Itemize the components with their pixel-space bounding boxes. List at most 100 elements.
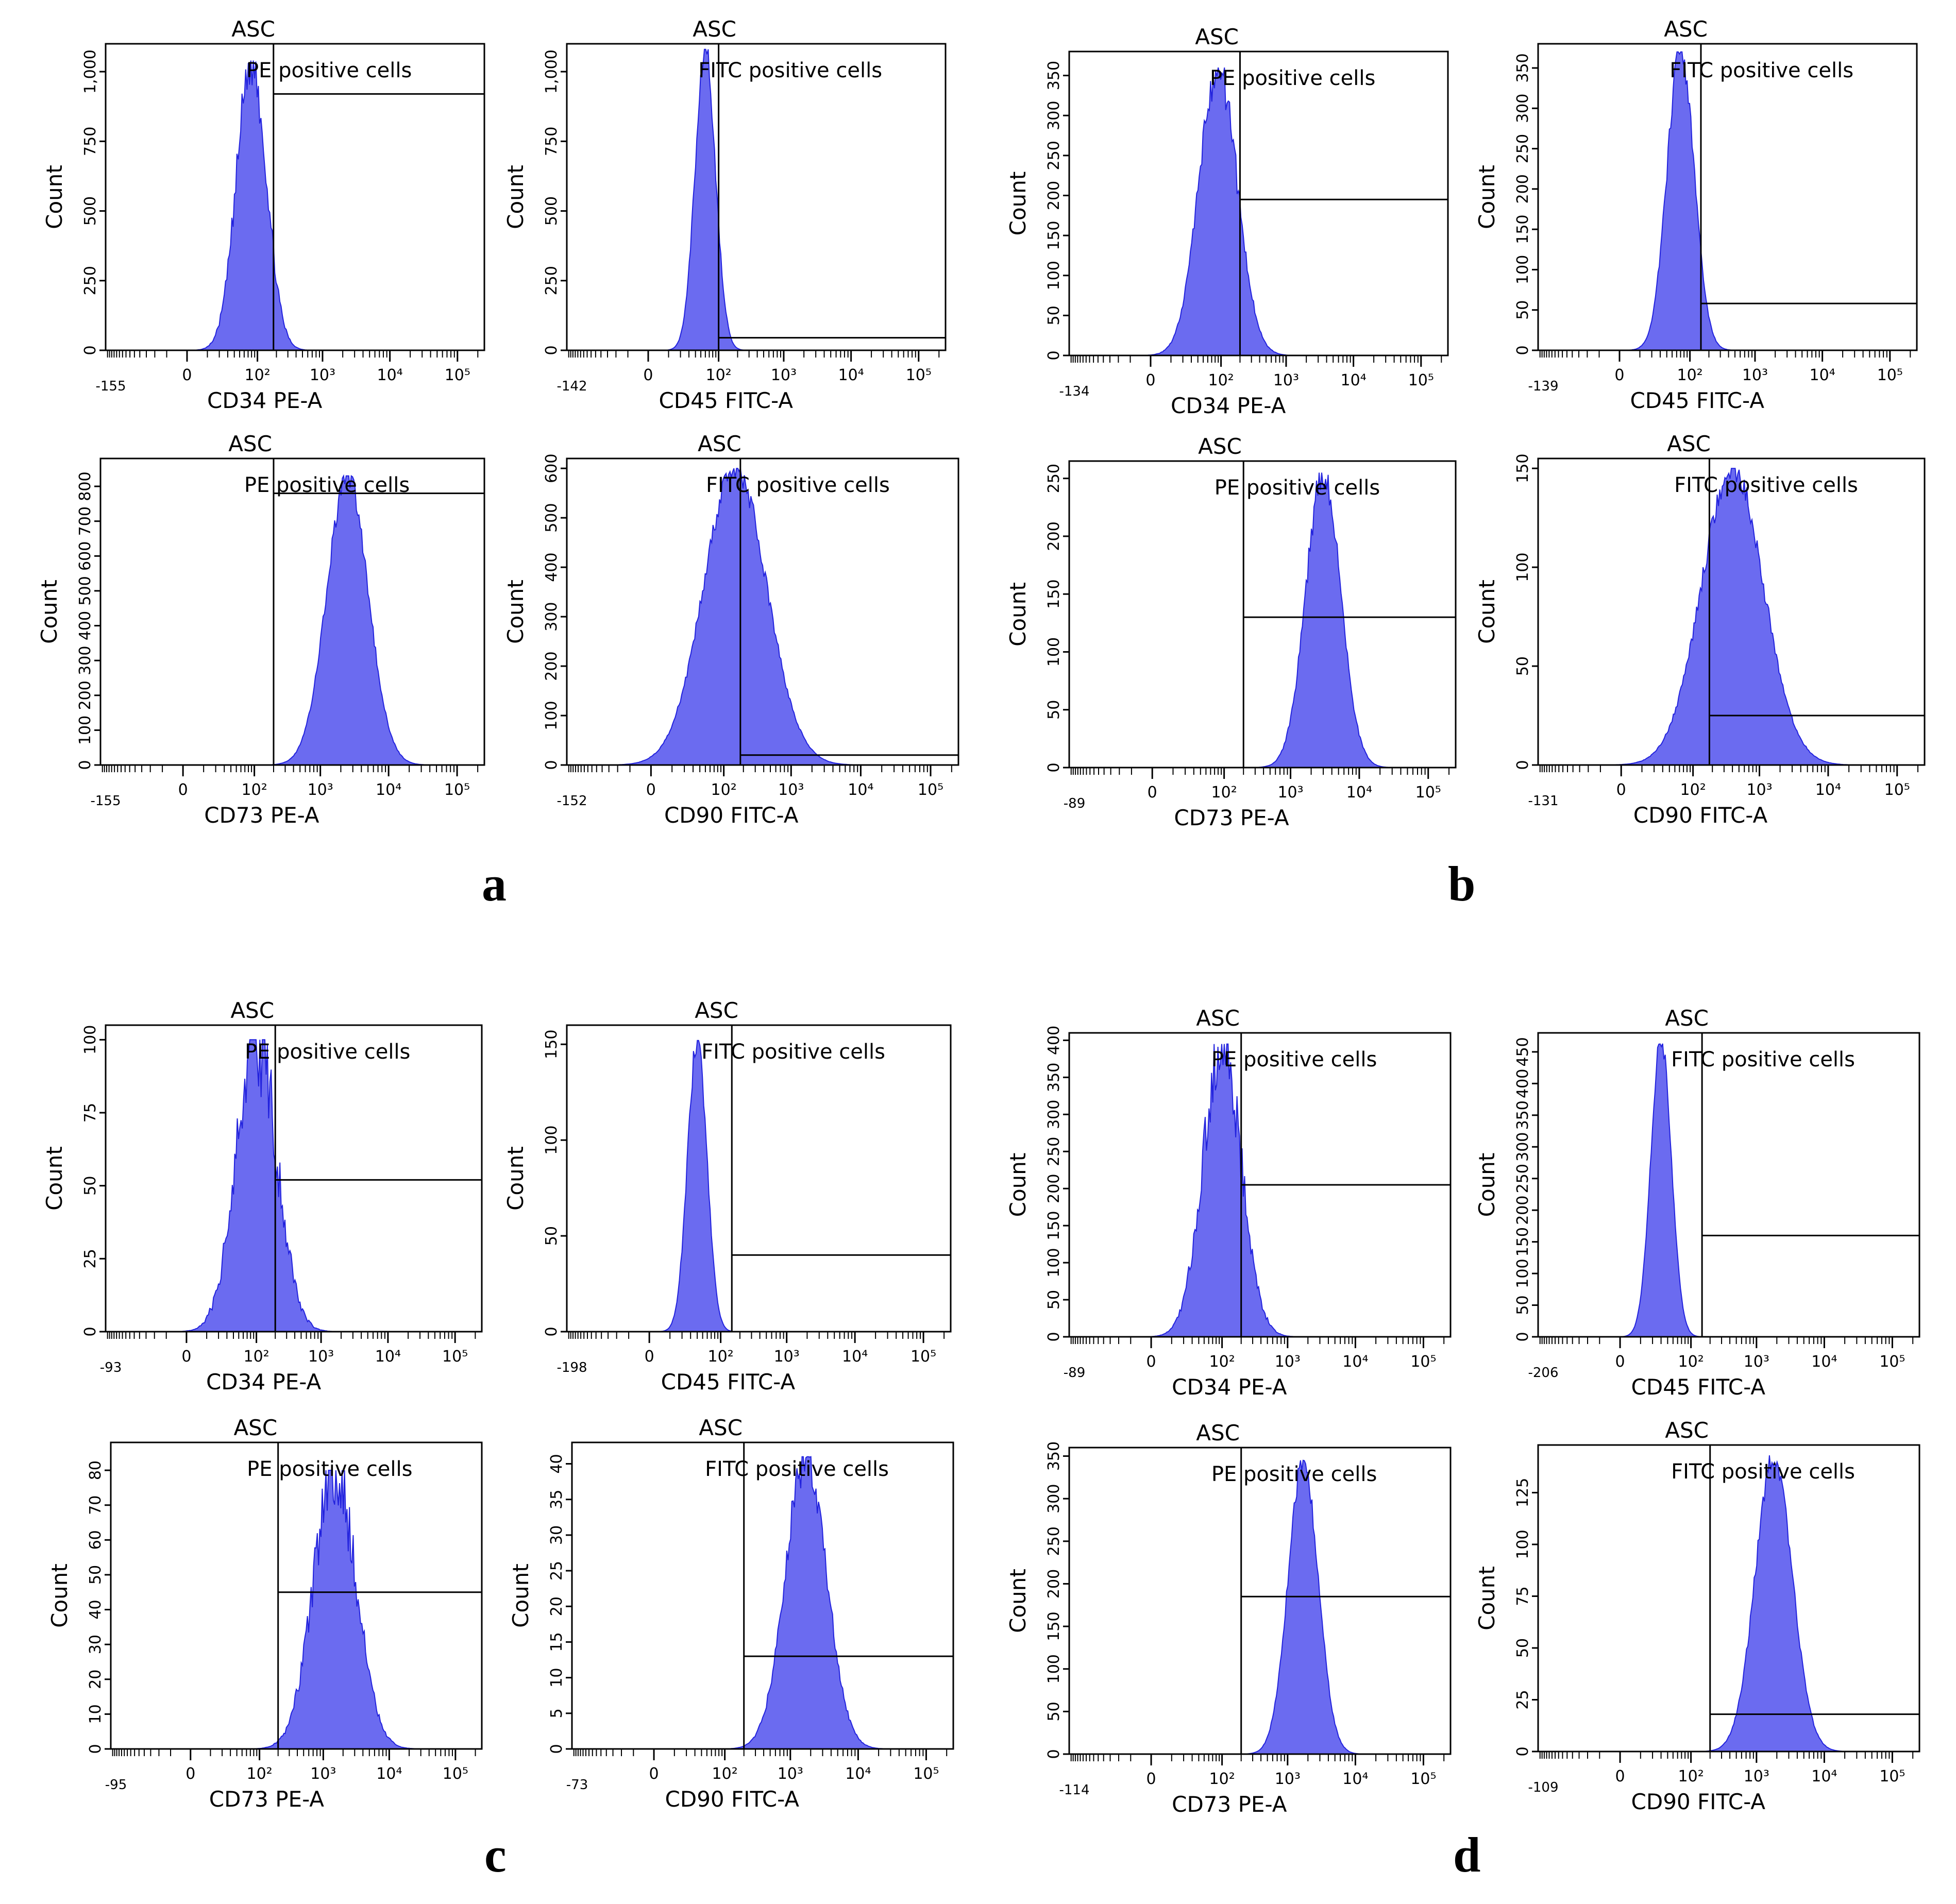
y-axis-label-d1: Count — [1005, 1153, 1031, 1217]
y-tick-label-d1: 400 — [1045, 1026, 1063, 1055]
gate-label-d4: FITC positive cells — [1671, 1460, 1855, 1484]
histogram-fill-c2 — [567, 1040, 951, 1332]
y-tick-label-a1: 500 — [81, 196, 99, 226]
y-tick-label-b1: 250 — [1045, 141, 1063, 170]
x-axis-label-c1: CD34 PE-A — [206, 1369, 322, 1395]
y-tick-label-c1: 50 — [81, 1176, 99, 1196]
x-min-label-d3: -114 — [1059, 1782, 1089, 1798]
plot-frame-a3 — [99, 457, 485, 766]
x-tick-label-d3: 0 — [1146, 1770, 1156, 1788]
y-tick-label-a4: 500 — [543, 503, 561, 533]
x-tick-label-b2: 10⁴ — [1810, 366, 1835, 384]
y-tick-label-d3: 300 — [1045, 1484, 1063, 1514]
y-tick-label-b3: 100 — [1045, 637, 1063, 667]
plot-frame-d2 — [1537, 1032, 1920, 1338]
histogram-fill-d2 — [1538, 1043, 1919, 1337]
y-tick-label-b1: 100 — [1045, 261, 1063, 290]
y-tick-label-c4: 35 — [548, 1490, 566, 1509]
x-min-label-a3: -155 — [90, 793, 121, 809]
y-tick-label-d2: 300 — [1514, 1132, 1532, 1162]
y-tick-label-b3: 200 — [1045, 521, 1063, 551]
x-tick-label-c1: 10³ — [308, 1348, 334, 1366]
histogram-chart-a2: FITC positive cells ASC 0 250 500 750 1,000 Cou… — [503, 16, 947, 413]
y-tick-label-c1: 100 — [81, 1025, 99, 1055]
plot-frame-c3 — [110, 1441, 483, 1750]
gate-label-a3: PE positive cells — [244, 473, 410, 497]
plot-frame-d4 — [1537, 1444, 1920, 1753]
histogram-chart-a1: PE positive cells ASC 0 250 500 750 1,000 Count… — [42, 16, 485, 413]
histogram-chart-d1: PE positive cells ASC 0 50 100 150 200 250 300 35… — [1005, 1006, 1452, 1400]
x-tick-label-c1: 0 — [181, 1348, 191, 1366]
histogram-fill-c1 — [106, 1039, 482, 1332]
x-tick-label-d1: 10² — [1209, 1353, 1235, 1371]
x-min-label-b2: -139 — [1528, 379, 1558, 394]
y-tick-label-a2: 250 — [543, 266, 561, 295]
x-tick-label-b2: 0 — [1614, 366, 1624, 384]
plot-title-d1: ASC — [1196, 1006, 1240, 1031]
y-tick-label-c1: 0 — [81, 1327, 99, 1336]
x-tick-label-d1: 0 — [1146, 1353, 1156, 1371]
y-tick-label-d1: 200 — [1045, 1174, 1063, 1203]
y-tick-label-d4: 25 — [1514, 1690, 1532, 1709]
gate-label-c3: PE positive cells — [247, 1457, 412, 1481]
gate-label-b1: PE positive cells — [1210, 66, 1375, 90]
plot-title-d3: ASC — [1196, 1420, 1240, 1446]
x-tick-label-a2: 10⁴ — [838, 366, 864, 384]
x-tick-label-c2: 10⁵ — [910, 1348, 936, 1366]
y-tick-label-a3: 500 — [76, 576, 94, 605]
histogram-chart-b1: PE positive cells ASC 0 50 100 150 200 250 300 35… — [1005, 24, 1449, 418]
x-min-label-a1: -155 — [95, 379, 126, 394]
plot-frame-a2 — [566, 43, 947, 351]
y-tick-label-d4: 0 — [1514, 1746, 1532, 1756]
histogram-fill-a2 — [567, 48, 946, 351]
x-tick-label-b2: 10⁵ — [1877, 366, 1903, 384]
histogram-chart-a3: PE positive cells ASC 0 100 200 300 400 500 600 7… — [37, 431, 485, 828]
y-tick-label-a3: 100 — [76, 716, 94, 745]
y-tick-label-d3: 100 — [1045, 1654, 1063, 1684]
y-tick-label-a1: 250 — [81, 266, 99, 295]
histogram-fill-a4 — [567, 466, 958, 766]
y-tick-label-a2: 0 — [543, 345, 561, 355]
x-tick-label-d4: 10³ — [1744, 1767, 1769, 1786]
x-tick-label-d3: 10² — [1209, 1770, 1235, 1788]
y-tick-label-d2: 150 — [1514, 1227, 1532, 1256]
plot-title-c4: ASC — [699, 1415, 743, 1440]
gate-label-b4: FITC positive cells — [1674, 473, 1858, 497]
histogram-chart-c4: FITC positive cells ASC 0 5 10 15 20 25 30 35 40 Co… — [508, 1415, 954, 1812]
histogram-chart-c2: FITC positive cells ASC 0 50 100 150 Count 0 10²… — [503, 998, 952, 1395]
y-tick-label-b1: 350 — [1045, 61, 1063, 90]
y-tick-label-d2: 50 — [1514, 1295, 1532, 1315]
x-tick-label-b4: 10² — [1680, 781, 1706, 799]
y-axis-label-b3: Count — [1005, 582, 1031, 647]
y-tick-label-b2: 100 — [1514, 255, 1532, 284]
y-axis-label-d3: Count — [1005, 1569, 1031, 1633]
x-tick-label-b3: 10⁵ — [1415, 784, 1441, 802]
y-tick-label-c4: 40 — [548, 1454, 566, 1473]
histogram-chart-d3: PE positive cells ASC 0 50 100 150 200 250 300 35… — [1005, 1420, 1452, 1817]
gate-label-c2: FITC positive cells — [701, 1040, 885, 1064]
histogram-chart-c1: PE positive cells ASC 0 25 50 75 100 Count 0 10² 1… — [42, 998, 483, 1395]
gate-label-a1: PE positive cells — [246, 59, 412, 82]
y-tick-label-c4: 30 — [548, 1525, 566, 1545]
plot-frame-b4 — [1537, 457, 1926, 766]
x-tick-label-a2: 0 — [643, 366, 653, 384]
y-tick-label-c2: 50 — [543, 1226, 561, 1246]
x-tick-label-d2: 10² — [1678, 1353, 1704, 1371]
histogram-chart-c3: PE positive cells ASC 0 10 20 30 40 50 60 70 80 Cou… — [47, 1415, 483, 1812]
y-axis-label-c2: Count — [503, 1146, 528, 1211]
x-tick-label-c1: 10⁵ — [442, 1348, 468, 1366]
x-tick-label-a3: 10³ — [308, 781, 333, 799]
gate-label-b2: FITC positive cells — [1670, 59, 1853, 82]
x-tick-label-d2: 0 — [1615, 1353, 1625, 1371]
x-tick-label-c3: 10⁴ — [376, 1765, 402, 1783]
x-tick-label-a4: 10³ — [778, 781, 804, 799]
histogram-fill-b1 — [1069, 67, 1448, 356]
histogram-chart-b3: PE positive cells ASC 0 50 100 150 200 250 Count… — [1005, 434, 1457, 830]
plot-title-a1: ASC — [231, 16, 275, 42]
x-tick-label-a4: 0 — [646, 781, 656, 799]
y-tick-label-c2: 100 — [543, 1125, 561, 1154]
x-min-label-c1: -93 — [100, 1360, 122, 1375]
plot-title-c1: ASC — [230, 998, 274, 1023]
x-tick-label-a1: 10³ — [310, 366, 335, 384]
plot-frame-a4 — [566, 457, 959, 766]
